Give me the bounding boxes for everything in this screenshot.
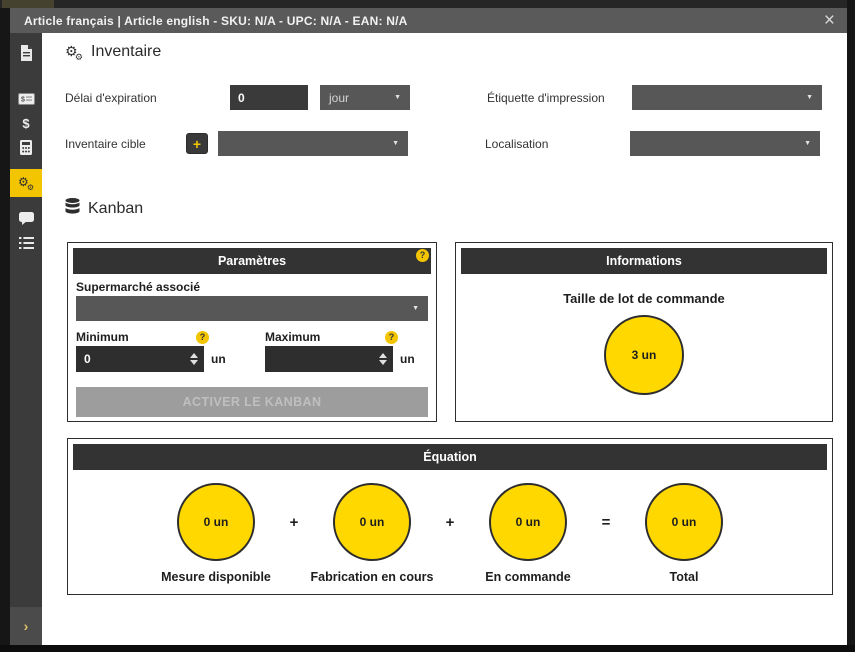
sidebar-item-prices[interactable]: $ (10, 87, 42, 111)
equation-title: Équation (423, 450, 477, 464)
print-label-label: Étiquette d'impression (487, 90, 605, 105)
kanban-parameters-panel: Paramètres ? Supermarché associé ▼ (67, 242, 437, 422)
minimum-stepper[interactable]: 0 (76, 346, 204, 372)
on-order-label: En commande (485, 570, 571, 584)
total-circle: 0 un (645, 483, 723, 561)
on-order-circle: 0 un (489, 483, 567, 561)
inventory-heading-text: Inventaire (91, 43, 162, 60)
help-icon[interactable]: ? (416, 249, 429, 262)
minimum-value: 0 (84, 352, 91, 366)
plus-operator: + (445, 513, 455, 531)
calculator-icon (20, 139, 32, 155)
stepper-arrows-icon[interactable] (190, 353, 204, 365)
sidebar-item-comments[interactable] (10, 207, 42, 231)
available-value: 0 un (203, 515, 229, 529)
background-app-strip (0, 0, 847, 8)
equation-term-in-production: 0 un Fabrication en cours (302, 483, 442, 584)
expiration-unit-dropdown[interactable]: jour ▼ (320, 85, 410, 110)
dollar-icon: $ (22, 115, 30, 131)
list-icon (18, 237, 34, 249)
minimum-unit-label: un (211, 352, 226, 366)
lot-size-label: Taille de lot de commande (563, 291, 725, 306)
sidebar-item-accounting[interactable] (10, 135, 42, 159)
in-production-circle: 0 un (333, 483, 411, 561)
chevron-right-icon: › (23, 618, 29, 634)
sidebar-item-inventory-active[interactable]: ⚙ ⚙ (10, 169, 42, 197)
activate-kanban-button[interactable]: ACTIVER LE KANBAN (76, 387, 428, 417)
background-app-strip (0, 645, 855, 652)
svg-text:$: $ (21, 97, 25, 104)
equation-header: Équation (73, 444, 827, 470)
sidebar-item-article[interactable] (10, 41, 42, 65)
document-icon (20, 45, 33, 61)
sidebar-item-logs[interactable] (10, 231, 42, 255)
stepper-arrows-icon[interactable] (379, 353, 393, 365)
total-value: 0 un (671, 515, 697, 529)
kanban-section-heading: Kanban (65, 198, 833, 220)
sidebar-item-costs[interactable]: $ (10, 111, 42, 135)
chevron-down-icon: ▼ (804, 140, 811, 147)
parameters-title: Paramètres (217, 254, 287, 268)
add-target-inventory-button[interactable]: + (186, 133, 208, 154)
lot-size-circle: 3 un (604, 315, 684, 395)
chevron-down-icon: ▼ (806, 94, 813, 101)
supermarket-dropdown[interactable]: ▼ (76, 296, 428, 321)
gears-icon: ⚙ ⚙ (65, 42, 83, 62)
supermarket-label: Supermarché associé (76, 280, 201, 294)
chevron-down-icon: ▼ (394, 94, 401, 101)
maximum-label: Maximum (265, 330, 321, 344)
kanban-equation-panel: Équation 0 un Mesure disponible + 0 un (67, 438, 833, 595)
dialog-titlebar: Article français | Article english - SKU… (10, 8, 847, 33)
database-icon (65, 198, 80, 220)
equation-term-on-order: 0 un En commande (458, 483, 598, 584)
equals-operator: = (601, 513, 611, 531)
kanban-informations-panel: Informations Taille de lot de commande 3… (455, 242, 833, 422)
sidebar-expand-button[interactable]: › (10, 607, 42, 645)
gears-icon: ⚙ ⚙ (18, 174, 34, 192)
kanban-heading-text: Kanban (88, 200, 144, 217)
expiration-unit-value: jour (329, 90, 350, 105)
available-label: Mesure disponible (161, 570, 271, 584)
plus-operator: + (289, 513, 299, 531)
banknote-icon: $ (17, 93, 35, 105)
target-inventory-dropdown[interactable]: ▼ (218, 131, 408, 156)
parameters-header: Paramètres ? (73, 248, 431, 274)
target-inventory-label: Inventaire cible (65, 136, 146, 151)
on-order-value: 0 un (515, 515, 541, 529)
article-dialog: Article français | Article english - SKU… (10, 8, 847, 645)
icon-sidebar: $ $ (10, 33, 42, 645)
chevron-down-icon: ▼ (392, 140, 399, 147)
informations-title: Informations (606, 254, 682, 268)
localization-label: Localisation (485, 136, 549, 151)
total-label: Total (669, 570, 699, 584)
equation-term-available: 0 un Mesure disponible (146, 483, 286, 584)
print-label-dropdown[interactable]: ▼ (632, 85, 822, 110)
help-icon[interactable]: ? (385, 330, 398, 344)
chat-icon (18, 212, 34, 226)
close-icon[interactable]: × (823, 10, 835, 31)
localization-dropdown[interactable]: ▼ (630, 131, 820, 156)
minimum-label: Minimum (76, 330, 129, 344)
equation-term-total: 0 un Total (614, 483, 754, 584)
maximum-unit-label: un (400, 352, 415, 366)
dialog-title: Article français | Article english - SKU… (24, 13, 408, 28)
maximum-stepper[interactable] (265, 346, 393, 372)
background-app-remnant (2, 0, 54, 8)
inventory-section-heading: ⚙ ⚙ Inventaire (65, 43, 833, 61)
inventory-form: Délai d'expiration jour ▼ Étiquette d'im… (65, 85, 833, 156)
plus-icon: + (192, 135, 202, 152)
help-icon[interactable]: ? (196, 330, 209, 344)
in-production-label: Fabrication en cours (310, 570, 434, 584)
in-production-value: 0 un (359, 515, 385, 529)
expiration-input[interactable] (230, 85, 308, 110)
available-circle: 0 un (177, 483, 255, 561)
informations-header: Informations (461, 248, 827, 274)
lot-size-value: 3 un (631, 348, 657, 362)
expiration-label: Délai d'expiration (65, 90, 157, 105)
inventory-panel: ⚙⚙ Inventaire Délai d'expiration jour ▼ … (42, 33, 847, 645)
chevron-down-icon: ▼ (412, 305, 419, 312)
